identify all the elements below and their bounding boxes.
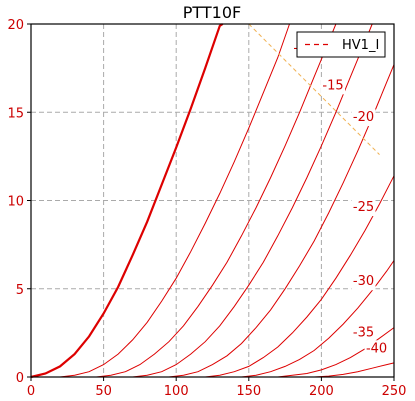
series-line bbox=[132, 23, 373, 378]
y-tick-label: 10 bbox=[7, 195, 24, 210]
curve-label: -15 bbox=[322, 78, 343, 93]
series-line bbox=[314, 362, 395, 378]
load-line bbox=[248, 23, 380, 155]
series-line bbox=[168, 64, 395, 378]
curve-label-bg bbox=[351, 199, 376, 217]
series-line bbox=[59, 23, 290, 378]
x-tick-label: 100 bbox=[164, 384, 189, 399]
x-tick-label: 50 bbox=[95, 384, 112, 399]
curve-label: -25 bbox=[353, 200, 374, 215]
series-line bbox=[30, 23, 224, 379]
chart-title: PTT10F bbox=[183, 3, 241, 22]
load-line-group bbox=[248, 23, 380, 155]
x-tick-label: 200 bbox=[309, 384, 334, 399]
legend: HV1_I bbox=[296, 31, 386, 58]
x-tick-label: 150 bbox=[236, 384, 261, 399]
y-tick-label: 5 bbox=[16, 283, 24, 298]
curve-label: -40 bbox=[366, 341, 387, 356]
curve-label: -35 bbox=[353, 325, 374, 340]
y-tick-label: 0 bbox=[16, 371, 24, 386]
curve-label-bg bbox=[364, 340, 389, 358]
legend-label: HV1_I bbox=[342, 38, 379, 53]
y-tick-label: 20 bbox=[7, 18, 24, 33]
curve-labels: -10-15-20-25-30-35-40 bbox=[291, 40, 389, 358]
grid bbox=[31, 24, 394, 377]
legend-box bbox=[296, 31, 386, 58]
curve-label-bg bbox=[351, 109, 376, 127]
curve-label: -30 bbox=[353, 274, 374, 289]
curve-label-bg bbox=[351, 273, 376, 291]
curves bbox=[30, 23, 395, 379]
series-line bbox=[96, 23, 337, 378]
x-tick-label: 250 bbox=[382, 384, 407, 399]
series-line bbox=[205, 175, 395, 378]
axes: 0 50 100 150 200 250 0 5 10 15 20 bbox=[7, 18, 406, 399]
curve-label-bg bbox=[321, 77, 346, 95]
y-tick-label: 15 bbox=[7, 106, 24, 121]
x-tick-label: 0 bbox=[27, 384, 35, 399]
curve-label: -20 bbox=[353, 110, 374, 125]
curve-label-bg bbox=[351, 324, 376, 342]
